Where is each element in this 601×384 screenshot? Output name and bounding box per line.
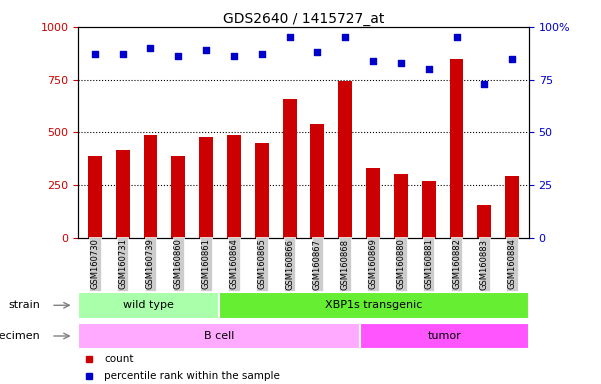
Bar — [78, 292, 219, 319]
Text: GSM160739: GSM160739 — [146, 238, 155, 290]
Bar — [78, 323, 360, 349]
Point — [118, 51, 127, 58]
Text: GSM160882: GSM160882 — [452, 238, 461, 290]
Point — [145, 45, 155, 51]
Text: tumor: tumor — [427, 331, 461, 341]
Bar — [422, 181, 436, 238]
Bar — [255, 143, 269, 238]
Text: GSM160730: GSM160730 — [90, 238, 99, 290]
Text: GSM160869: GSM160869 — [368, 238, 377, 290]
Text: GSM160865: GSM160865 — [257, 238, 266, 290]
Bar — [338, 81, 352, 238]
Text: GSM160881: GSM160881 — [424, 238, 433, 290]
Bar — [88, 156, 102, 238]
Point — [90, 51, 100, 58]
Point — [507, 55, 517, 61]
Bar — [477, 205, 492, 238]
Text: GSM160731: GSM160731 — [118, 238, 127, 290]
Point — [257, 51, 267, 58]
Text: GSM160883: GSM160883 — [480, 238, 489, 290]
Point — [424, 66, 433, 72]
Point — [396, 60, 406, 66]
Text: B cell: B cell — [204, 331, 234, 341]
Bar — [116, 151, 130, 238]
Text: wild type: wild type — [123, 300, 174, 310]
Bar — [219, 292, 529, 319]
Text: specimen: specimen — [0, 331, 40, 341]
Text: GSM160868: GSM160868 — [341, 238, 350, 290]
Point — [229, 53, 239, 60]
Point — [340, 34, 350, 40]
Text: GSM160880: GSM160880 — [397, 238, 406, 290]
Bar — [199, 137, 213, 238]
Text: GSM160866: GSM160866 — [285, 238, 294, 290]
Text: count: count — [105, 354, 134, 364]
Bar — [311, 124, 325, 238]
Point — [201, 47, 211, 53]
Point — [313, 49, 322, 55]
Point — [285, 34, 294, 40]
Bar — [144, 135, 157, 238]
Text: XBP1s transgenic: XBP1s transgenic — [325, 300, 423, 310]
Point — [174, 53, 183, 60]
Text: GSM160867: GSM160867 — [313, 238, 322, 290]
Point — [480, 81, 489, 87]
Bar — [360, 323, 529, 349]
Bar — [282, 99, 296, 238]
Point — [368, 58, 378, 64]
Text: strain: strain — [8, 300, 40, 310]
Title: GDS2640 / 1415727_at: GDS2640 / 1415727_at — [223, 12, 384, 26]
Bar — [366, 168, 380, 238]
Text: percentile rank within the sample: percentile rank within the sample — [105, 371, 280, 381]
Text: GSM160884: GSM160884 — [508, 238, 517, 290]
Bar — [227, 135, 241, 238]
Bar — [450, 58, 463, 238]
Point — [452, 34, 462, 40]
Bar — [394, 174, 408, 238]
Text: GSM160860: GSM160860 — [174, 238, 183, 290]
Text: GSM160861: GSM160861 — [201, 238, 210, 290]
Bar — [505, 176, 519, 238]
Text: GSM160864: GSM160864 — [230, 238, 239, 290]
Bar — [171, 156, 185, 238]
